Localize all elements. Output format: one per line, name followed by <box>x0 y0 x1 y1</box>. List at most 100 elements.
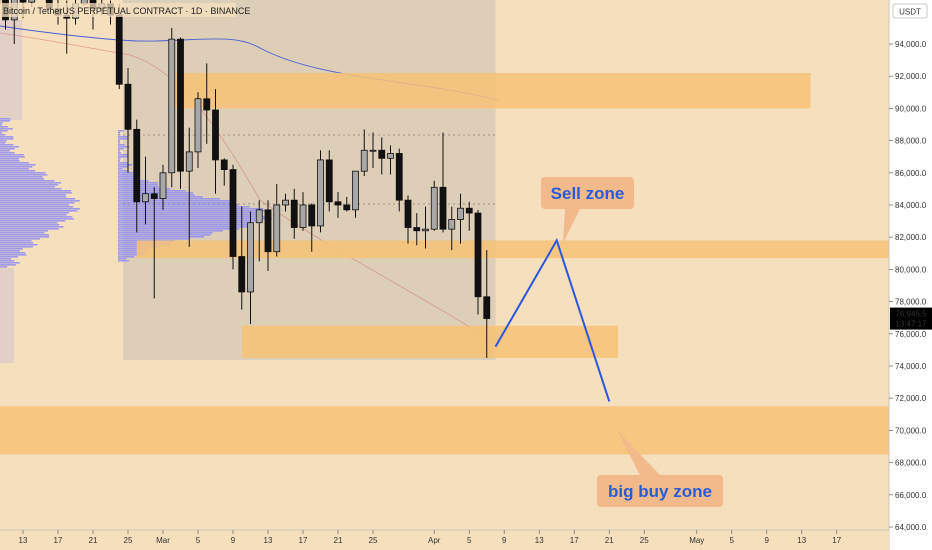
candle[interactable] <box>150 187 158 299</box>
profile-bar <box>0 144 14 146</box>
candle[interactable] <box>483 250 491 358</box>
candle-body <box>124 83 132 130</box>
candle[interactable] <box>168 27 176 188</box>
candle[interactable] <box>457 193 464 244</box>
annotation-layer[interactable]: Sell zone big buy zone <box>541 177 723 507</box>
time-tick-label: 25 <box>124 536 133 545</box>
candle[interactable] <box>194 92 202 168</box>
projection-layer[interactable] <box>494 237 611 402</box>
sell-zone-box <box>541 177 634 209</box>
zone-rect[interactable] <box>136 240 889 259</box>
profile-bar <box>118 160 120 162</box>
price-tick-label: 88,000.0 <box>895 137 927 146</box>
candle[interactable] <box>369 132 377 168</box>
candle[interactable] <box>177 37 184 189</box>
candle[interactable] <box>439 132 447 233</box>
currency-badge[interactable]: USDT <box>892 3 928 19</box>
candle[interactable] <box>220 158 228 186</box>
candle[interactable] <box>395 148 403 212</box>
profile-bar <box>118 232 213 234</box>
profile-bar <box>0 260 15 262</box>
candle[interactable] <box>282 193 289 212</box>
sell-zone-pointer <box>563 209 580 243</box>
candle[interactable] <box>474 209 482 315</box>
profile-bar <box>0 186 55 188</box>
candle[interactable] <box>465 201 473 231</box>
candle[interactable] <box>430 180 438 231</box>
candle[interactable] <box>360 129 368 177</box>
profile-bar <box>118 134 121 136</box>
candle[interactable] <box>247 211 254 325</box>
candle[interactable] <box>317 150 324 233</box>
candle-body <box>150 193 158 199</box>
time-tick-label: 17 <box>832 536 841 545</box>
candle[interactable] <box>334 192 342 218</box>
buy-zone-callout[interactable]: big buy zone <box>597 430 723 507</box>
candle[interactable] <box>387 145 394 175</box>
profile-bar <box>118 222 252 224</box>
candle[interactable] <box>264 200 272 272</box>
time-tick-label: 5 <box>730 536 735 545</box>
candle[interactable] <box>238 206 246 310</box>
candle-body <box>273 204 281 253</box>
candle[interactable] <box>273 184 281 257</box>
candle-body <box>439 186 447 230</box>
candle[interactable] <box>133 119 141 233</box>
candle[interactable] <box>378 137 386 175</box>
candle[interactable] <box>124 68 132 173</box>
time-tick-label: 17 <box>54 536 63 545</box>
profile-bar <box>118 146 130 148</box>
candle-body <box>308 204 316 227</box>
highlight-layer <box>123 0 496 360</box>
zone-rect[interactable] <box>0 406 889 455</box>
candle[interactable] <box>325 150 333 212</box>
candle[interactable] <box>229 164 237 270</box>
profile-bar <box>0 232 45 234</box>
profile-bar <box>118 142 120 144</box>
candle[interactable] <box>343 196 351 212</box>
price-tick-label: 78,000.0 <box>895 298 927 307</box>
candle-body <box>352 170 359 211</box>
profile-bar <box>0 218 74 220</box>
profile-bar <box>118 180 149 182</box>
profile-bar <box>118 176 135 178</box>
profile-bar <box>118 260 129 262</box>
candle[interactable] <box>404 195 412 244</box>
candle[interactable] <box>413 213 421 246</box>
price-tick-label: 74,000.0 <box>895 362 927 371</box>
candle[interactable] <box>290 188 298 239</box>
candle[interactable] <box>448 206 456 251</box>
profile-bar <box>0 190 72 192</box>
profile-bar <box>0 266 8 268</box>
candle[interactable] <box>212 89 219 194</box>
candle-body <box>212 109 219 161</box>
candle-body <box>177 38 184 172</box>
candle[interactable] <box>185 127 193 247</box>
candle[interactable] <box>255 200 263 262</box>
last-price-label: 76,945.5 <box>895 310 927 319</box>
candle[interactable] <box>203 63 211 144</box>
profile-bar <box>118 166 128 168</box>
candle-body <box>325 159 333 203</box>
profile-bar <box>0 178 45 180</box>
candle[interactable] <box>142 156 149 225</box>
zone-layer[interactable] <box>0 72 889 455</box>
profile-bar <box>0 220 66 222</box>
candle[interactable] <box>299 192 307 231</box>
candle-body <box>369 149 377 152</box>
sell-zone-callout[interactable]: Sell zone <box>541 177 634 243</box>
candle[interactable] <box>159 164 167 210</box>
profile-bar <box>118 140 120 142</box>
volume-profile-range <box>118 130 272 262</box>
profile-bar <box>0 162 29 164</box>
candle[interactable] <box>422 206 429 249</box>
zone-rect[interactable] <box>241 325 618 358</box>
candle[interactable] <box>308 203 316 252</box>
candle-body <box>220 159 228 170</box>
candle[interactable] <box>28 0 36 7</box>
candle[interactable] <box>352 170 359 218</box>
projection-path[interactable] <box>494 237 611 402</box>
profile-bar <box>118 168 123 170</box>
zone-rect[interactable] <box>171 72 811 109</box>
